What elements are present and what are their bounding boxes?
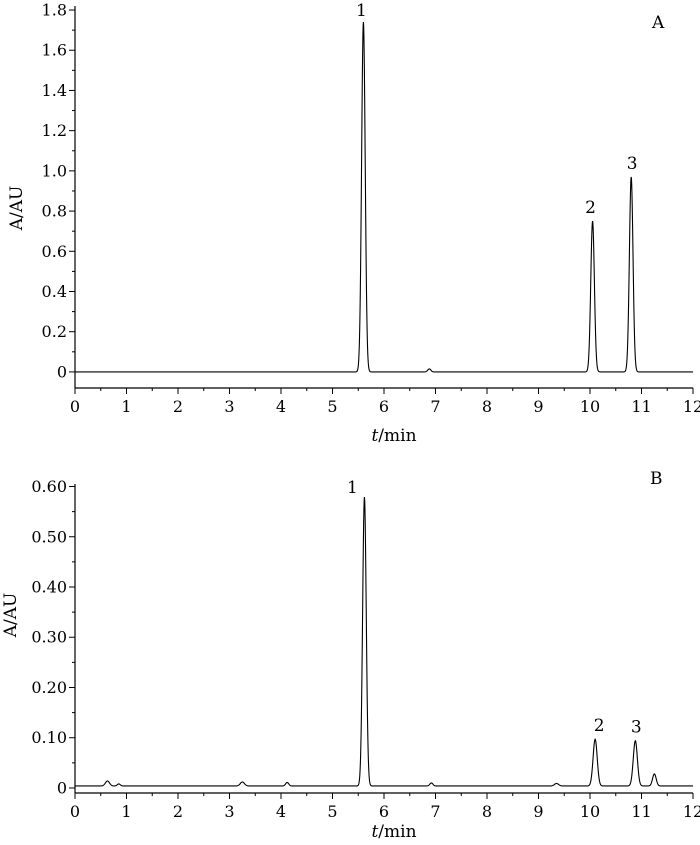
x-tick-label: 12 bbox=[683, 397, 700, 416]
x-tick-label: 12 bbox=[683, 802, 700, 821]
panel-label: A bbox=[651, 13, 665, 33]
y-tick-label: 0.30 bbox=[31, 628, 67, 647]
x-tick-label: 3 bbox=[224, 802, 234, 821]
x-tick-label: 7 bbox=[430, 397, 440, 416]
x-axis-title: t/min bbox=[371, 426, 416, 446]
x-tick-label: 1 bbox=[121, 802, 131, 821]
x-axis-title-unit: /min bbox=[378, 426, 416, 446]
panel-label: B bbox=[650, 469, 663, 489]
x-tick-label: 2 bbox=[173, 802, 183, 821]
y-tick-label: 0.50 bbox=[31, 527, 67, 546]
x-tick-label: 4 bbox=[276, 802, 286, 821]
x-axis-title: t/min bbox=[371, 822, 416, 842]
y-tick-label: 0 bbox=[57, 778, 67, 797]
x-axis-title-unit: /min bbox=[378, 822, 416, 842]
peak-label-1: 1 bbox=[347, 478, 358, 498]
x-tick-label: 8 bbox=[482, 802, 492, 821]
x-axis-title-variable: t bbox=[371, 426, 378, 446]
x-tick-label: 0 bbox=[70, 802, 80, 821]
chart-panel-a: 0 1 2 3 4 5 6 7 8 9 10 11 1200.20.40.60.81.01.21.41.… bbox=[7, 1, 700, 446]
y-tick-label: 1.6 bbox=[42, 41, 67, 60]
y-tick-label: 0.6 bbox=[42, 242, 67, 261]
x-tick-label: 10 bbox=[580, 802, 600, 821]
peak-label-2: 2 bbox=[594, 716, 605, 736]
x-tick-label: 10 bbox=[580, 397, 600, 416]
y-tick-label: 0.4 bbox=[42, 282, 67, 301]
y-axis-title: A/AU bbox=[1, 593, 21, 639]
x-tick-label: 7 bbox=[430, 802, 440, 821]
x-tick-label: 6 bbox=[379, 802, 389, 821]
x-axis-title-variable: t bbox=[371, 822, 378, 842]
x-tick-label: 6 bbox=[379, 397, 389, 416]
x-tick-label: 5 bbox=[327, 802, 337, 821]
chromatogram-trace bbox=[75, 497, 693, 787]
y-tick-label: 0 bbox=[57, 362, 67, 381]
chromatogram-trace bbox=[75, 22, 693, 373]
y-tick-label: 0.40 bbox=[31, 578, 67, 597]
y-tick-label: 0.60 bbox=[31, 477, 67, 496]
y-tick-label: 1.0 bbox=[42, 161, 67, 180]
x-tick-label: 11 bbox=[631, 397, 651, 416]
y-tick-label: 1.8 bbox=[42, 1, 67, 20]
x-tick-label: 9 bbox=[533, 802, 543, 821]
x-tick-label: 5 bbox=[327, 397, 337, 416]
y-axis-title: A/AU bbox=[7, 186, 27, 232]
x-tick-label: 11 bbox=[631, 802, 651, 821]
y-tick-label: 1.2 bbox=[42, 121, 67, 140]
chart-panel-b: 0 1 2 3 4 5 6 7 8 9 10 11 1200.100.200.300.400.500.6… bbox=[1, 469, 700, 842]
peak-label-2: 2 bbox=[585, 198, 596, 218]
y-tick-label: 0.20 bbox=[31, 678, 67, 697]
x-tick-label: 0 bbox=[70, 397, 80, 416]
x-tick-label: 1 bbox=[121, 397, 131, 416]
y-tick-label: 1.4 bbox=[42, 81, 67, 100]
y-tick-label: 0.10 bbox=[31, 728, 67, 747]
x-tick-label: 3 bbox=[224, 397, 234, 416]
x-tick-label: 2 bbox=[173, 397, 183, 416]
peak-label-3: 3 bbox=[631, 718, 642, 738]
x-tick-label: 9 bbox=[533, 397, 543, 416]
x-tick-label: 4 bbox=[276, 397, 286, 416]
y-tick-label: 0.2 bbox=[42, 322, 67, 341]
peak-label-3: 3 bbox=[627, 154, 638, 174]
y-tick-label: 0.8 bbox=[42, 202, 67, 221]
x-tick-label: 8 bbox=[482, 397, 492, 416]
peak-label-1: 1 bbox=[356, 1, 367, 21]
